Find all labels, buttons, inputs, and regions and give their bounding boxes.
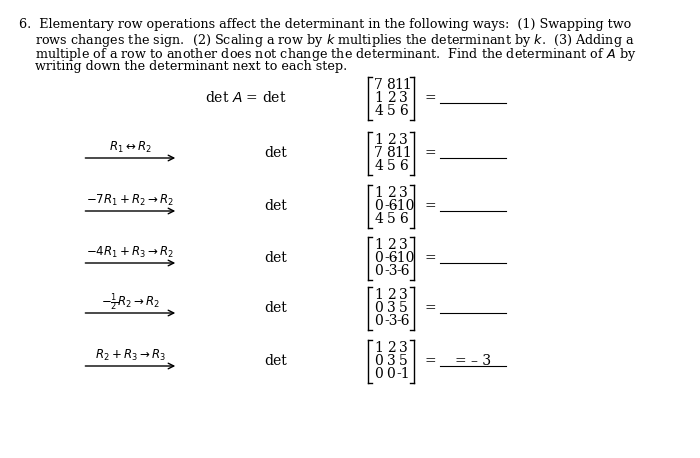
Text: 0: 0: [374, 251, 383, 265]
Text: 0: 0: [374, 354, 383, 368]
Text: =: =: [425, 251, 436, 265]
Text: =: =: [425, 91, 436, 105]
Text: 3: 3: [399, 288, 407, 302]
Text: -6: -6: [396, 314, 410, 328]
Text: 1: 1: [374, 238, 383, 252]
Text: 3: 3: [386, 301, 395, 315]
Text: 4: 4: [374, 104, 383, 118]
Text: 4: 4: [374, 159, 383, 173]
Text: det: det: [264, 251, 287, 265]
Text: 1: 1: [374, 133, 383, 147]
Text: 3: 3: [399, 238, 407, 252]
Text: 2: 2: [386, 186, 395, 200]
Text: 3: 3: [399, 186, 407, 200]
Text: 1: 1: [374, 91, 383, 105]
Text: $-7R_1+R_2\rightarrow R_2$: $-7R_1+R_2\rightarrow R_2$: [86, 192, 174, 207]
Text: 0: 0: [386, 367, 395, 381]
Text: 0: 0: [374, 367, 383, 381]
Text: = – 3: = – 3: [455, 354, 491, 368]
Text: det: det: [264, 301, 287, 315]
Text: 6: 6: [399, 104, 407, 118]
Text: =: =: [425, 354, 436, 368]
Text: 1: 1: [374, 341, 383, 355]
Text: =: =: [425, 146, 436, 160]
Text: -6: -6: [396, 264, 410, 278]
Text: -6: -6: [384, 199, 398, 213]
Text: 6: 6: [399, 159, 407, 173]
Text: 6: 6: [399, 212, 407, 226]
Text: 7: 7: [374, 78, 383, 92]
Text: 3: 3: [399, 133, 407, 147]
Text: det: det: [264, 199, 287, 213]
Text: $-\frac{1}{2}R_2\rightarrow R_2$: $-\frac{1}{2}R_2\rightarrow R_2$: [101, 291, 160, 313]
Text: rows changes the sign.  (2) Scaling a row by $k$ multiplies the determinant by $: rows changes the sign. (2) Scaling a row…: [19, 32, 635, 49]
Text: multiple of a row to another does not change the determinant.  Find the determin: multiple of a row to another does not ch…: [19, 46, 636, 63]
Text: 6.  Elementary row operations affect the determinant in the following ways:  (1): 6. Elementary row operations affect the …: [19, 18, 631, 31]
Text: 2: 2: [386, 91, 395, 105]
Text: =: =: [425, 199, 436, 213]
Text: 3: 3: [399, 91, 407, 105]
Text: 1: 1: [374, 288, 383, 302]
Text: 11: 11: [394, 146, 412, 160]
Text: 2: 2: [386, 133, 395, 147]
Text: 5: 5: [399, 354, 407, 368]
Text: writing down the determinant next to each step.: writing down the determinant next to eac…: [19, 60, 347, 73]
Text: -6: -6: [384, 251, 398, 265]
Text: 5: 5: [399, 301, 407, 315]
Text: det: det: [264, 146, 287, 160]
Text: 11: 11: [394, 78, 412, 92]
Text: -10: -10: [392, 199, 414, 213]
Text: 2: 2: [386, 288, 395, 302]
Text: $R_2+R_3\rightarrow R_3$: $R_2+R_3\rightarrow R_3$: [94, 348, 166, 363]
Text: $-4R_1+R_3\rightarrow R_2$: $-4R_1+R_3\rightarrow R_2$: [86, 245, 174, 260]
Text: 0: 0: [374, 199, 383, 213]
Text: -3: -3: [384, 314, 398, 328]
Text: 4: 4: [374, 212, 383, 226]
Text: 0: 0: [374, 264, 383, 278]
Text: 2: 2: [386, 238, 395, 252]
Text: 8: 8: [386, 146, 395, 160]
Text: 0: 0: [374, 314, 383, 328]
Text: 3: 3: [386, 354, 395, 368]
Text: det: det: [264, 354, 287, 368]
Text: 2: 2: [386, 341, 395, 355]
Text: -10: -10: [392, 251, 414, 265]
Text: 5: 5: [386, 212, 395, 226]
Text: 0: 0: [374, 301, 383, 315]
Text: 8: 8: [386, 78, 395, 92]
Text: 5: 5: [386, 159, 395, 173]
Text: det $A$ = det: det $A$ = det: [205, 91, 287, 105]
Text: =: =: [425, 301, 436, 315]
Text: 1: 1: [374, 186, 383, 200]
Text: -3: -3: [384, 264, 398, 278]
Text: 3: 3: [399, 341, 407, 355]
Text: 5: 5: [386, 104, 395, 118]
Text: 7: 7: [374, 146, 383, 160]
Text: -1: -1: [396, 367, 410, 381]
Text: $R_1\leftrightarrow R_2$: $R_1\leftrightarrow R_2$: [109, 139, 152, 154]
